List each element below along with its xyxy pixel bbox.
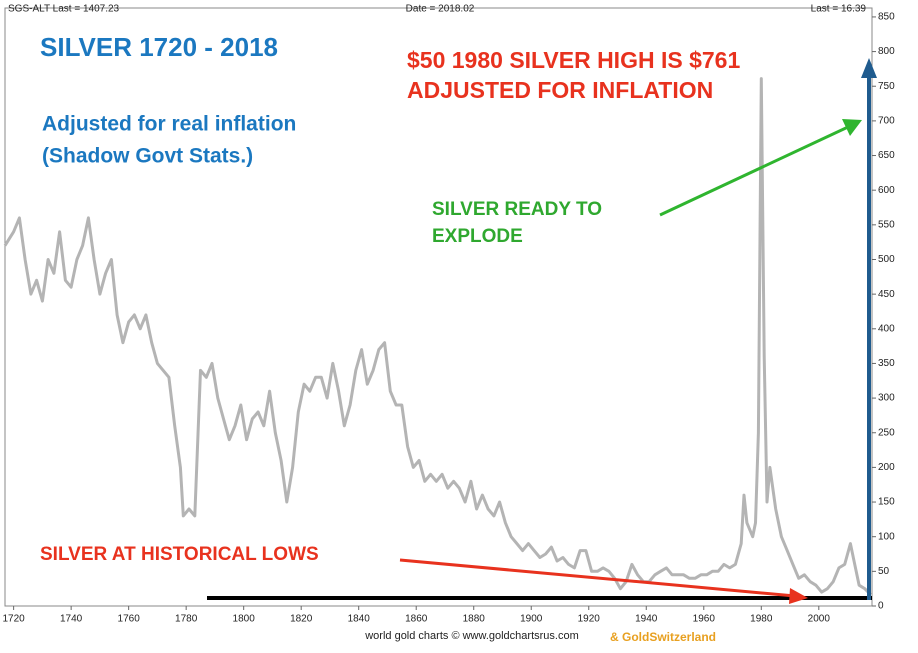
x-tick-label: 1920 <box>578 614 601 625</box>
annotation: ADJUSTED FOR INFLATION <box>407 77 713 103</box>
y-tick-label: 850 <box>878 12 895 23</box>
price-line <box>3 77 872 596</box>
y-tick-label: 800 <box>878 46 895 57</box>
header-left: SGS-ALT Last = 1407.23 <box>8 4 120 15</box>
y-tick-label: 700 <box>878 116 895 127</box>
y-tick-label: 50 <box>878 566 890 577</box>
y-tick-label: 650 <box>878 150 895 161</box>
annotation: SILVER READY TO <box>432 199 602 220</box>
red-arrowhead <box>789 588 808 604</box>
x-tick-label: 1820 <box>290 614 313 625</box>
x-tick-label: 1960 <box>693 614 716 625</box>
annotation: $50 1980 SILVER HIGH IS $761 <box>407 47 740 73</box>
y-tick-label: 550 <box>878 219 895 230</box>
x-tick-label: 1900 <box>520 614 543 625</box>
x-tick-label: 2000 <box>808 614 831 625</box>
x-tick-label: 1880 <box>463 614 486 625</box>
y-tick-label: 250 <box>878 427 895 438</box>
x-tick-label: 1720 <box>3 614 26 625</box>
y-tick-label: 400 <box>878 323 895 334</box>
green-arrowhead <box>842 119 862 136</box>
green-arrow <box>659 125 849 217</box>
plot-frame <box>4 7 873 607</box>
y-tick-label: 500 <box>878 254 895 265</box>
footer-brand: & GoldSwitzerland <box>610 630 716 644</box>
x-tick-label: 1980 <box>750 614 773 625</box>
x-tick-label: 1860 <box>405 614 428 625</box>
blue-arrowhead <box>861 58 877 78</box>
x-tick-label: 1760 <box>118 614 141 625</box>
header-center: Date = 2018.02 <box>406 4 475 15</box>
y-tick-label: 300 <box>878 393 895 404</box>
y-tick-label: 100 <box>878 531 895 542</box>
x-tick-label: 1940 <box>635 614 658 625</box>
y-tick-label: 0 <box>878 601 884 612</box>
y-tick-label: 600 <box>878 185 895 196</box>
x-tick-label: 1800 <box>233 614 256 625</box>
annotation: EXPLODE <box>432 226 523 247</box>
subtitle: (Shadow Govt Stats.) <box>42 145 253 168</box>
x-tick-label: 1780 <box>175 614 198 625</box>
header-right: Last = 16.39 <box>811 4 867 15</box>
y-tick-label: 200 <box>878 462 895 473</box>
x-tick-label: 1740 <box>60 614 83 625</box>
red-arrow <box>399 558 796 598</box>
y-tick-label: 750 <box>878 81 895 92</box>
x-tick-label: 1840 <box>348 614 371 625</box>
y-tick-label: 350 <box>878 358 895 369</box>
footer: world gold charts © www.goldchartsrus.co… <box>364 630 579 642</box>
y-tick-label: 450 <box>878 289 895 300</box>
y-tick-label: 150 <box>878 497 895 508</box>
subtitle: Adjusted for real inflation <box>42 113 296 136</box>
annotation: SILVER AT HISTORICAL LOWS <box>40 544 319 565</box>
plot: 0 50 100 150 200 250 300 350 400 450 500 550 600 650 7… <box>3 12 896 625</box>
title: SILVER 1720 - 2018 <box>40 32 278 62</box>
